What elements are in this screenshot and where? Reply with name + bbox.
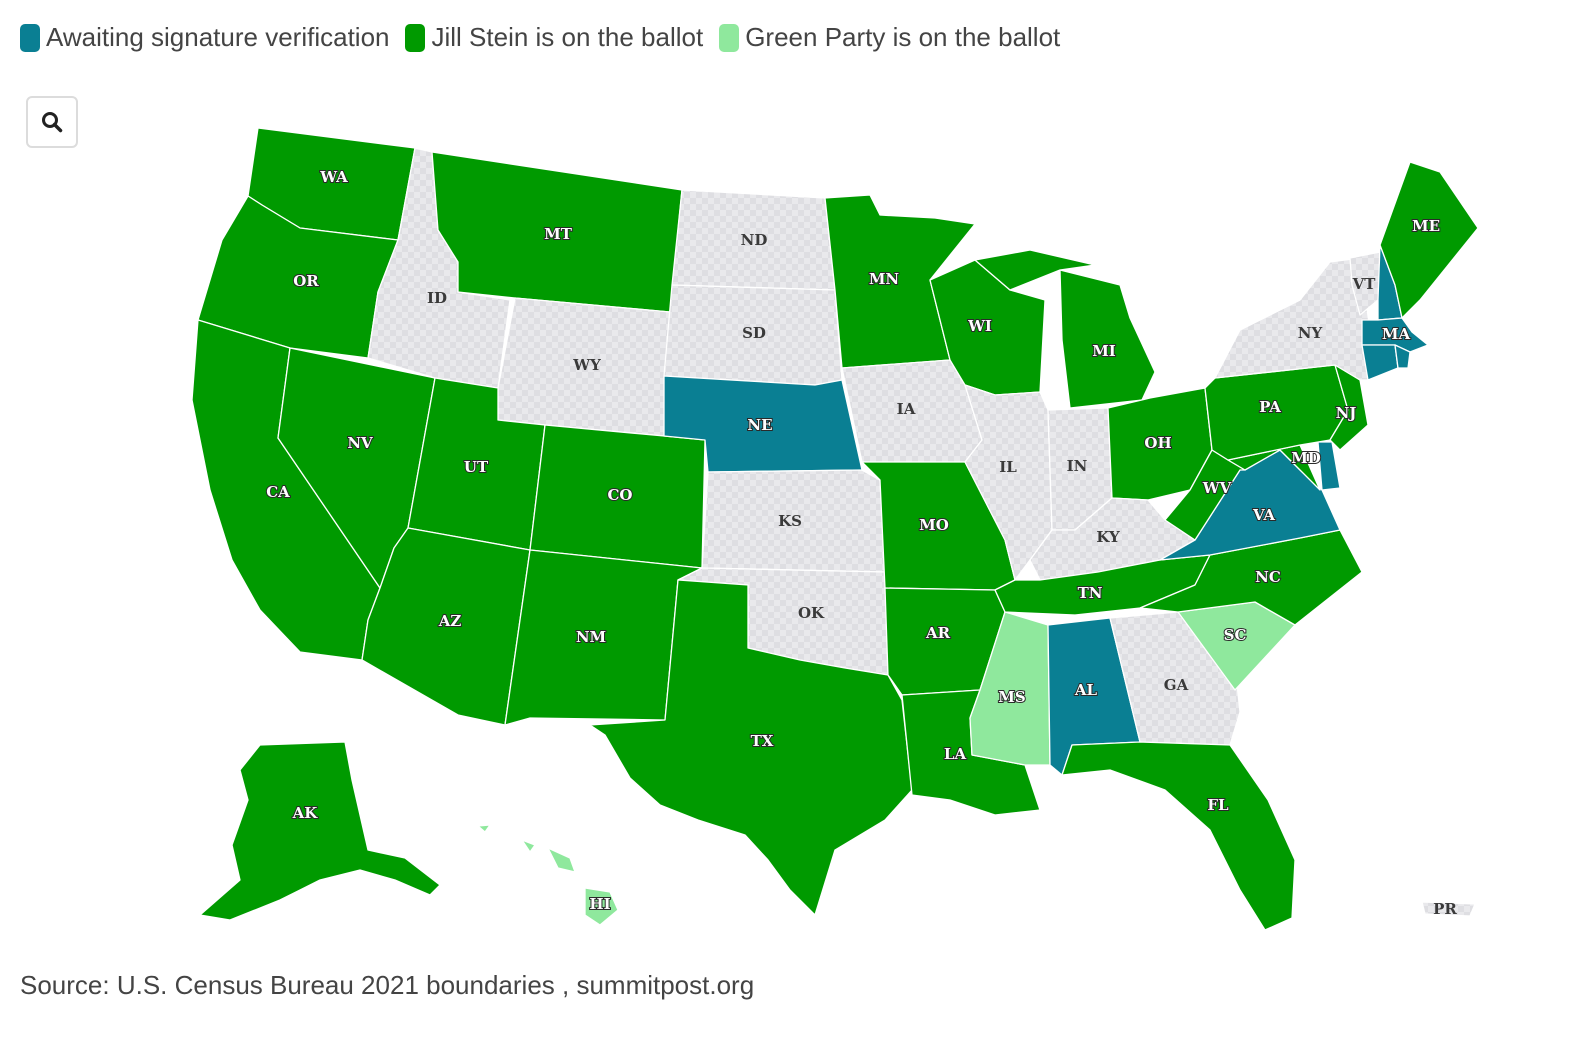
state-label-VT: VT: [1352, 275, 1377, 293]
state-label-CA: CA: [266, 483, 290, 501]
state-NY[interactable]: [1214, 257, 1371, 381]
state-CT[interactable]: [1361, 344, 1399, 381]
state-label-KS: KS: [778, 512, 802, 530]
state-label-UT: UT: [464, 458, 489, 476]
state-label-HI: HI: [589, 895, 610, 913]
state-label-AK: AK: [292, 804, 319, 822]
state-labels: WA OR CA NV ID MT WY UT AZ CO NM ND SD NE KS OK TX MN IA MO…: [265, 167, 1457, 918]
state-label-OH: OH: [1144, 434, 1171, 452]
state-MN[interactable]: [824, 194, 976, 369]
state-label-PR: PR: [1433, 900, 1457, 918]
source-note: Source: U.S. Census Bureau 2021 boundari…: [20, 970, 755, 1000]
state-label-WV: WV: [1202, 479, 1232, 497]
state-TX[interactable]: [589, 579, 913, 916]
legend: Awaiting signature verification Jill Ste…: [20, 22, 1076, 53]
state-label-WA: WA: [319, 168, 348, 186]
state-label-PA: PA: [1259, 398, 1281, 416]
state-label-KY: KY: [1096, 528, 1120, 546]
state-label-OR: OR: [293, 272, 319, 290]
state-VT[interactable]: [1349, 251, 1381, 316]
legend-item-stein[interactable]: Jill Stein is on the ballot: [405, 22, 703, 53]
state-label-IL: IL: [999, 458, 1017, 476]
state-label-AL: AL: [1074, 681, 1098, 699]
state-label-NY: NY: [1298, 324, 1323, 342]
zoom-button[interactable]: [26, 96, 78, 148]
state-label-NV: NV: [347, 434, 373, 452]
legend-swatch-stein: [405, 23, 426, 52]
state-label-SC: SC: [1224, 626, 1247, 644]
state-MI[interactable]: [974, 249, 1156, 409]
legend-item-green-party[interactable]: Green Party is on the ballot: [719, 22, 1060, 53]
state-label-VA: VA: [1252, 506, 1275, 524]
state-label-SD: SD: [742, 324, 766, 342]
legend-label-awaiting: Awaiting signature verification: [46, 22, 390, 52]
state-label-NE: NE: [747, 416, 772, 434]
legend-label-green-party: Green Party is on the ballot: [745, 22, 1061, 52]
state-label-MS: MS: [998, 688, 1025, 706]
state-AK[interactable]: [199, 741, 441, 921]
legend-label-stein: Jill Stein is on the ballot: [431, 22, 704, 52]
state-label-NM: NM: [576, 628, 606, 646]
legend-item-awaiting[interactable]: Awaiting signature verification: [20, 22, 389, 53]
state-label-LA: LA: [944, 745, 967, 763]
state-CO[interactable]: [529, 424, 706, 569]
legend-swatch-awaiting: [20, 23, 40, 52]
state-ME[interactable]: [1379, 161, 1479, 319]
state-HI[interactable]: [477, 824, 619, 926]
state-label-ME: ME: [1412, 217, 1440, 235]
state-label-IN: IN: [1067, 457, 1088, 475]
state-label-TX: TX: [751, 732, 774, 750]
state-label-MT: MT: [544, 225, 573, 243]
state-RI[interactable]: [1394, 344, 1411, 369]
state-NC[interactable]: [1139, 529, 1363, 626]
state-label-FL: FL: [1207, 796, 1229, 814]
state-label-MA: MA: [1382, 325, 1411, 343]
state-label-MO: MO: [919, 516, 949, 534]
state-label-CO: CO: [607, 486, 632, 504]
state-label-TN: TN: [1078, 584, 1103, 602]
search-icon: [42, 112, 63, 133]
state-label-ND: ND: [741, 231, 768, 249]
state-label-GA: GA: [1164, 676, 1189, 694]
legend-swatch-green-party: [719, 23, 740, 52]
territory-PR[interactable]: [1421, 901, 1476, 917]
state-label-NJ: NJ: [1336, 404, 1357, 422]
state-label-NC: NC: [1255, 568, 1281, 586]
state-label-AZ: AZ: [438, 612, 462, 630]
state-label-OK: OK: [798, 604, 825, 622]
state-FL[interactable]: [1061, 741, 1296, 931]
state-label-AR: AR: [925, 624, 951, 642]
state-label-WY: WY: [572, 356, 601, 374]
state-label-ID: ID: [427, 289, 447, 307]
state-label-MN: MN: [869, 270, 900, 288]
state-label-IA: IA: [897, 400, 916, 418]
state-label-MI: MI: [1092, 342, 1116, 360]
state-label-WI: WI: [967, 317, 992, 335]
state-label-MD: MD: [1291, 449, 1321, 467]
state-DE[interactable]: [1317, 441, 1341, 491]
